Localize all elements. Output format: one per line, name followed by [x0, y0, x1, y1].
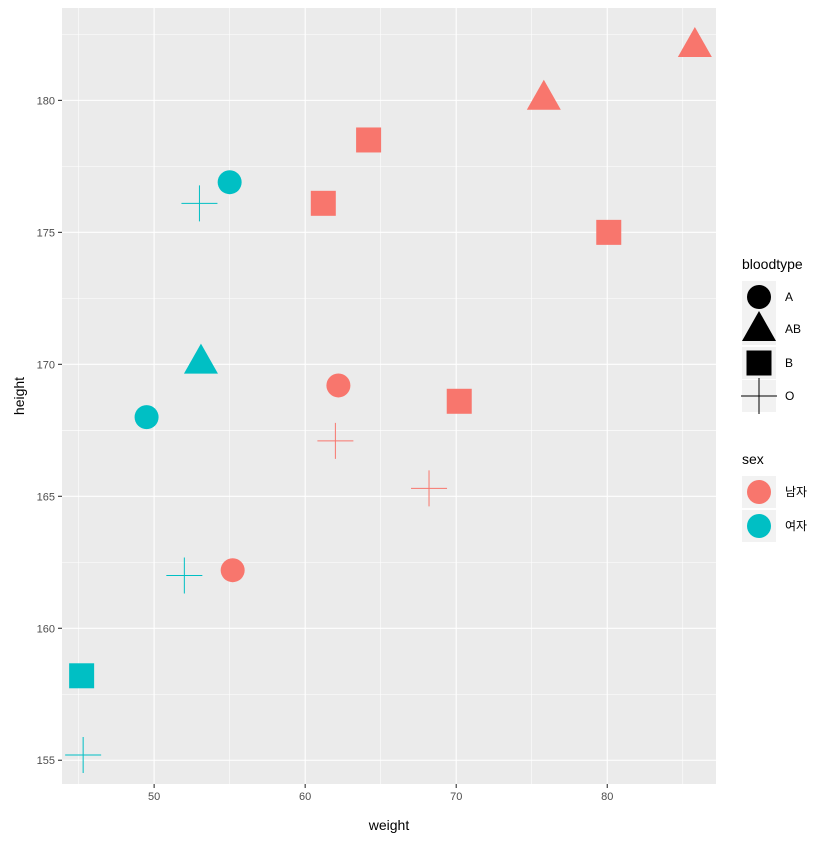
- legend-label-bloodtype: B: [785, 356, 793, 370]
- point-circle: [326, 373, 351, 398]
- axis-ticks: [58, 99, 608, 788]
- data-points: [65, 26, 712, 773]
- y-tick-label: 155: [37, 755, 55, 767]
- point-square: [69, 663, 95, 689]
- legend-key-triangle: [742, 311, 776, 341]
- legend-key-square: [746, 350, 772, 376]
- legend-key-color-dot: [747, 514, 771, 538]
- point-square: [596, 219, 622, 245]
- point-triangle: [677, 26, 712, 57]
- y-tick-label: 165: [37, 491, 55, 503]
- legend-key-circle: [747, 285, 771, 309]
- y-axis-tick-labels: 155 160 165 170 175 180: [37, 95, 55, 767]
- point-plus: [166, 557, 203, 594]
- legend-label-bloodtype: O: [785, 389, 794, 403]
- legend-label-sex: 남자: [785, 485, 807, 499]
- x-tick-label: 50: [148, 791, 160, 803]
- point-plus: [317, 422, 354, 459]
- plot-panel: [62, 8, 716, 784]
- legend-key-color-dot: [747, 480, 771, 504]
- point-plus: [411, 470, 448, 507]
- y-tick-label: 180: [37, 95, 55, 107]
- x-tick-label: 70: [450, 791, 462, 803]
- y-axis-title: height: [11, 377, 27, 415]
- x-tick-label: 80: [601, 791, 613, 803]
- legend-bloodtype-title: bloodtype: [742, 256, 803, 272]
- legend-bloodtype: bloodtype A AB B O: [741, 256, 803, 414]
- point-square: [356, 127, 382, 153]
- y-tick-label: 160: [37, 623, 55, 635]
- x-tick-label: 60: [299, 791, 311, 803]
- point-square: [446, 388, 472, 414]
- legend-label-bloodtype: AB: [785, 322, 801, 336]
- point-circle: [134, 405, 159, 430]
- legend-sex-title: sex: [742, 451, 764, 467]
- y-tick-label: 170: [37, 359, 55, 371]
- point-circle: [220, 558, 245, 583]
- legend-label-sex: 여자: [785, 519, 807, 533]
- legend-key-plus: [741, 378, 777, 414]
- legend-label-bloodtype: A: [785, 290, 793, 304]
- y-tick-label: 175: [37, 227, 55, 239]
- point-plus: [65, 736, 102, 773]
- point-circle: [217, 170, 242, 195]
- point-triangle: [183, 343, 218, 374]
- x-axis-title: weight: [368, 817, 410, 833]
- point-triangle: [526, 79, 561, 110]
- legend-bloodtype-keys: A AB B O: [741, 281, 801, 414]
- x-axis-tick-labels: 50 60 70 80: [148, 791, 613, 803]
- point-plus: [181, 185, 218, 222]
- point-square: [310, 190, 336, 216]
